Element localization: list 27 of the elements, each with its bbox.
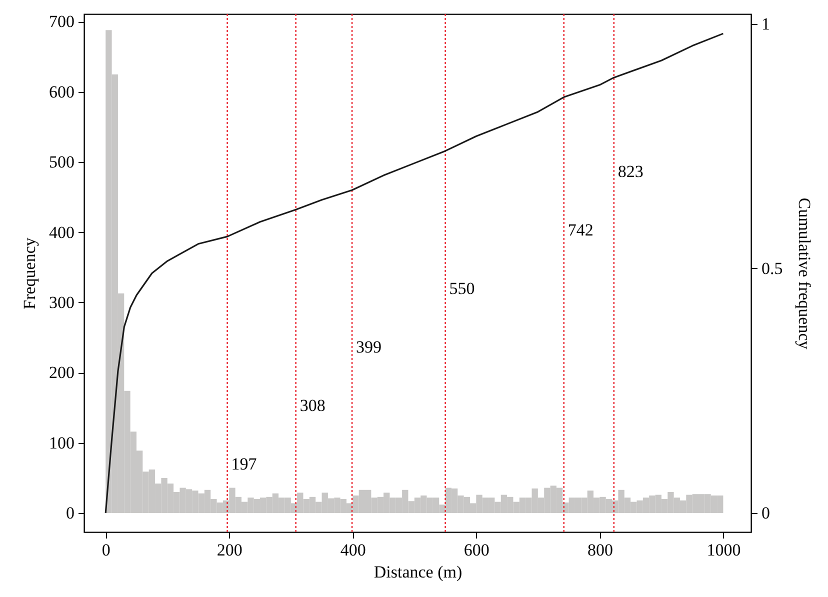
y-tick-label: 700 — [49, 12, 74, 32]
y-tick-label: 300 — [49, 292, 74, 312]
y2-tick-label: 0.5 — [762, 258, 783, 278]
y2-tick-label: 0 — [762, 503, 770, 522]
x-axis-title: Distance (m) — [374, 562, 462, 582]
x-tick-label: 200 — [216, 540, 242, 560]
y-tick-label: 100 — [49, 433, 74, 452]
y-axis-title: Frequency — [20, 237, 39, 310]
ref-line-label: 197 — [231, 454, 258, 474]
ref-line-label: 550 — [449, 279, 475, 298]
y-tick-label: 400 — [49, 222, 74, 242]
x-tick-label: 600 — [464, 540, 490, 560]
x-tick-label: 800 — [587, 540, 613, 560]
ref-line-label: 399 — [356, 338, 382, 357]
x-tick-label: 400 — [340, 540, 366, 560]
y-tick-label: 0 — [66, 504, 74, 523]
ref-line-label: 742 — [568, 220, 594, 240]
ref-line-label: 823 — [618, 162, 644, 181]
ref-line-label: 308 — [300, 396, 326, 416]
y-tick-label: 200 — [49, 363, 74, 382]
y-tick-label: 600 — [49, 82, 74, 102]
x-tick-label: 1000 — [706, 540, 741, 560]
x-tick-label: 0 — [102, 540, 110, 560]
y2-axis-title: Cumulative frequency — [794, 198, 814, 350]
line-series — [104, 32, 724, 514]
y2-tick-label: 1 — [762, 14, 770, 34]
y-tick-label: 500 — [49, 152, 74, 172]
